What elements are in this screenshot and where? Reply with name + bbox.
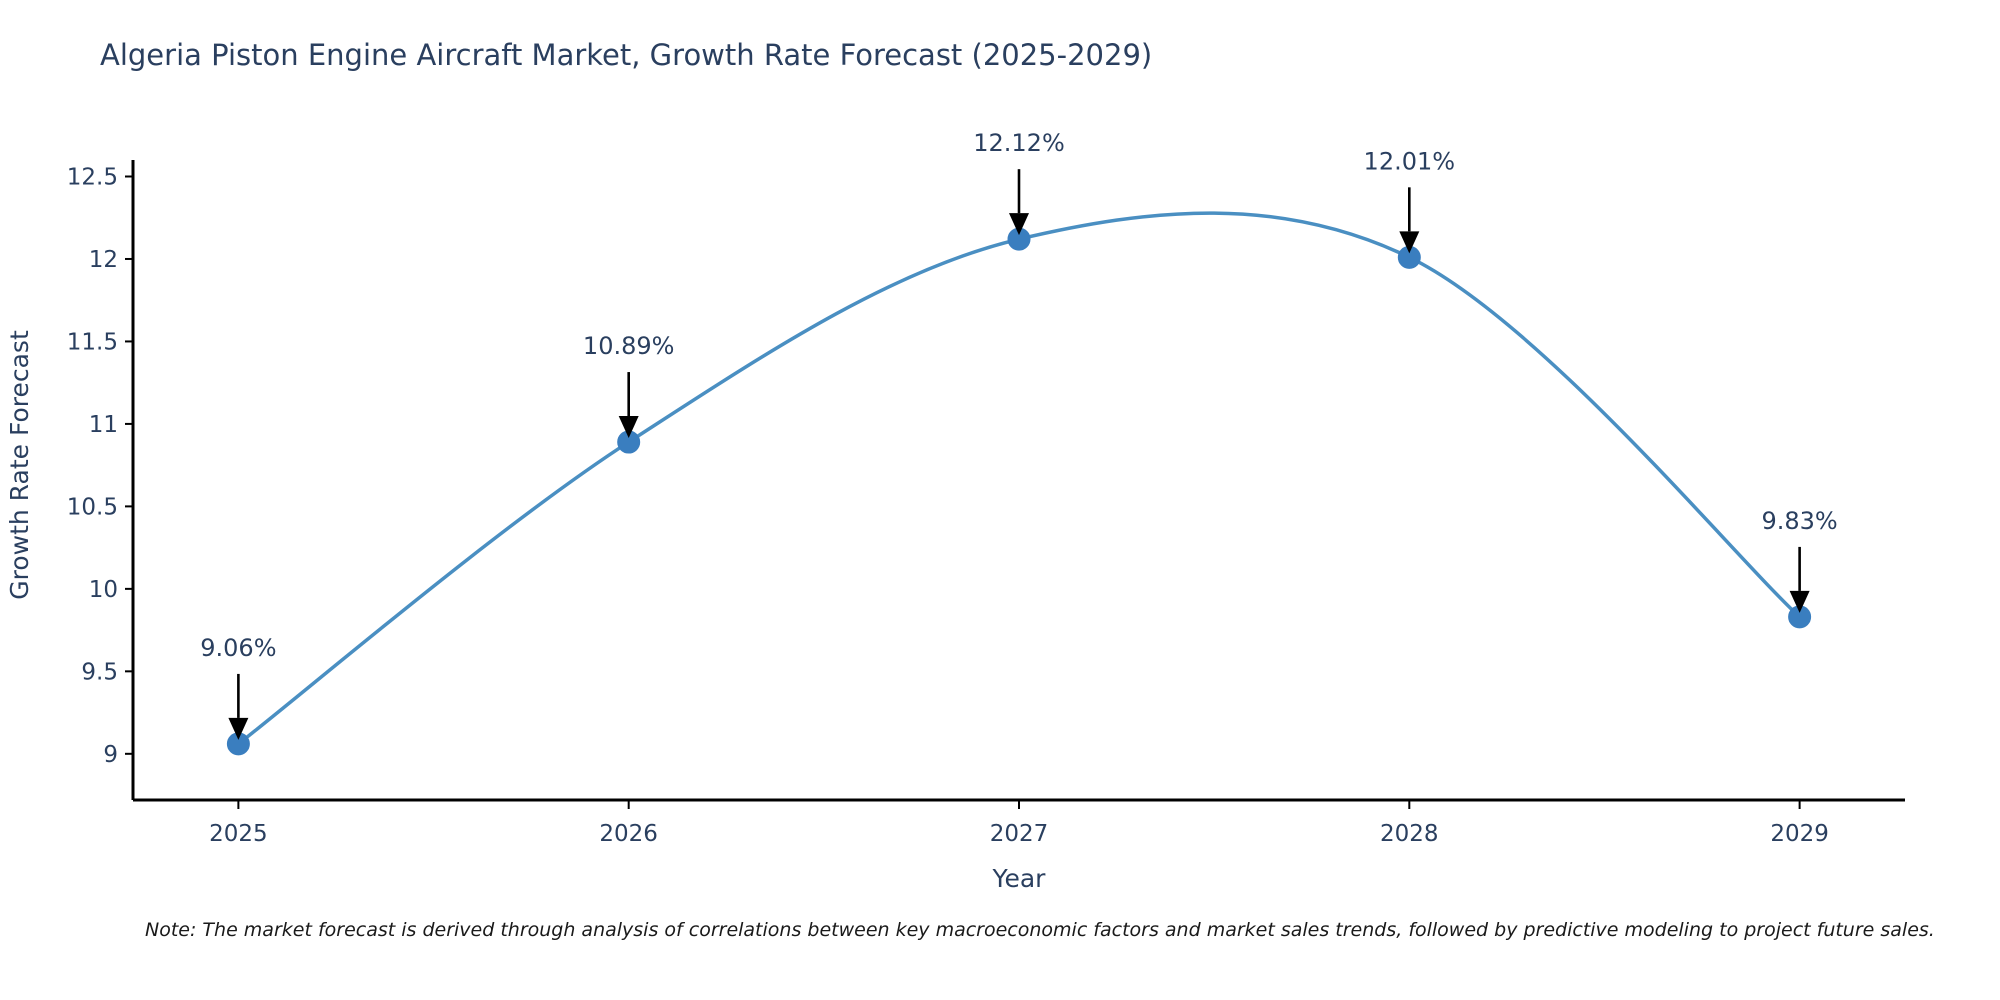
y-tick-label: 10.5 bbox=[67, 494, 118, 520]
data-point-label: 12.01% bbox=[1364, 147, 1456, 175]
y-tick-label: 9.5 bbox=[81, 659, 118, 685]
annotation-arrow-head bbox=[1399, 231, 1420, 254]
data-point-label: 12.12% bbox=[973, 129, 1065, 157]
y-tick-label: 11 bbox=[89, 412, 118, 438]
y-axis-ticks: 12.5 12 11.5 11 10.5 10 9.5 9 bbox=[67, 164, 133, 768]
x-axis-title: Year bbox=[992, 864, 1047, 893]
x-tick-label: 2028 bbox=[1380, 821, 1439, 847]
data-point-label: 10.89% bbox=[583, 332, 675, 360]
chart-footnote: Note: The market forecast is derived thr… bbox=[145, 919, 1935, 941]
x-tick-label: 2025 bbox=[209, 821, 268, 847]
annotation-arrow-head bbox=[618, 416, 639, 439]
y-tick-label: 9 bbox=[103, 742, 118, 768]
x-tick-label: 2027 bbox=[990, 821, 1049, 847]
data-point-label: 9.06% bbox=[200, 634, 276, 662]
y-tick-label: 10 bbox=[89, 577, 118, 603]
data-point-markers bbox=[226, 227, 1812, 756]
y-tick-label: 12.5 bbox=[67, 164, 118, 190]
x-axis-ticks: 2025 2026 2027 2028 2029 bbox=[209, 800, 1829, 847]
chart-title: Algeria Piston Engine Aircraft Market, G… bbox=[100, 38, 1153, 72]
annotation-arrow-head bbox=[1789, 590, 1810, 613]
y-tick-label: 11.5 bbox=[67, 329, 118, 355]
y-tick-label: 12 bbox=[89, 247, 118, 273]
data-point-label: 9.83% bbox=[1761, 507, 1837, 535]
annotation-arrow-head bbox=[228, 717, 249, 740]
x-tick-label: 2026 bbox=[599, 821, 658, 847]
data-series-line bbox=[236, 211, 1802, 746]
annotation-arrow-head bbox=[1009, 213, 1029, 236]
x-tick-label: 2029 bbox=[1770, 821, 1829, 847]
data-point-annotations: 9.06% 10.89% 12.12% 12.01% 9.83% bbox=[200, 129, 1838, 740]
y-axis-title: Growth Rate Forecast bbox=[5, 330, 34, 600]
